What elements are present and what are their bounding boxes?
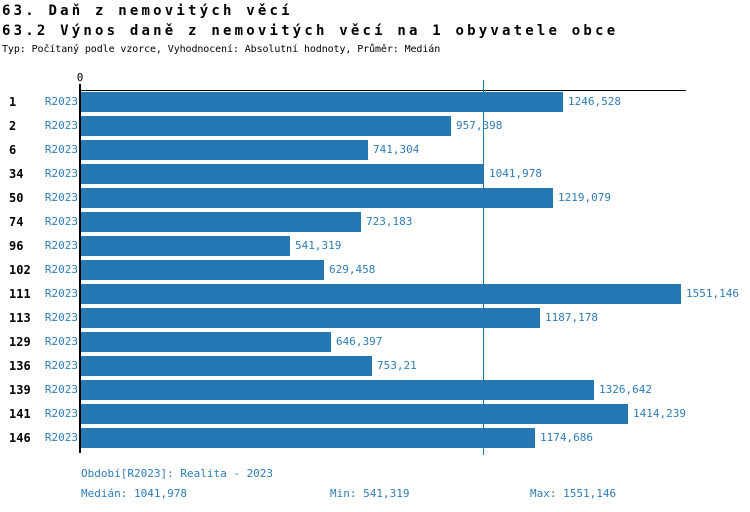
report-title: 63. Daň z nemovitých věcí bbox=[2, 3, 293, 19]
max-stat: Max: 1551,146 bbox=[530, 487, 617, 500]
value-label: 957,398 bbox=[456, 119, 503, 132]
value-label: 1246,528 bbox=[568, 95, 621, 108]
row-rank-label: 1 bbox=[9, 95, 17, 109]
row-series-label: R2023 bbox=[44, 287, 78, 300]
row-rank-label: 146 bbox=[9, 431, 31, 445]
value-label: 629,458 bbox=[329, 263, 376, 276]
row-rank-label: 6 bbox=[9, 143, 17, 157]
row-rank-label: 2 bbox=[9, 119, 17, 133]
chart-row: 102 R2023 629,458 bbox=[0, 260, 750, 280]
value-bar[interactable] bbox=[81, 308, 540, 328]
chart-row: 136 R2023 753,21 bbox=[0, 356, 750, 376]
row-series-label: R2023 bbox=[44, 359, 78, 372]
chart-row: 129 R2023 646,397 bbox=[0, 332, 750, 352]
value-bar[interactable] bbox=[81, 404, 628, 424]
value-label: 1174,686 bbox=[540, 431, 593, 444]
value-bar[interactable] bbox=[81, 188, 553, 208]
value-label: 1219,079 bbox=[558, 191, 611, 204]
row-rank-label: 50 bbox=[9, 191, 24, 205]
period-label: Období[R2023]: Realita - 2023 bbox=[81, 467, 274, 480]
row-rank-label: 34 bbox=[9, 167, 24, 181]
value-bar[interactable] bbox=[81, 116, 451, 136]
value-label: 1551,146 bbox=[686, 287, 739, 300]
row-series-label: R2023 bbox=[44, 407, 78, 420]
value-bar[interactable] bbox=[81, 332, 331, 352]
value-bar[interactable] bbox=[81, 92, 563, 112]
chart-row: 113 R2023 1187,178 bbox=[0, 308, 750, 328]
value-bar[interactable] bbox=[81, 428, 535, 448]
row-rank-label: 136 bbox=[9, 359, 31, 373]
chart-row: 50 R2023 1219,079 bbox=[0, 188, 750, 208]
row-rank-label: 141 bbox=[9, 407, 31, 421]
row-series-label: R2023 bbox=[44, 215, 78, 228]
row-series-label: R2023 bbox=[44, 239, 78, 252]
median-stat: Medián: 1041,978 bbox=[81, 487, 187, 500]
chart-row: 6 R2023 741,304 bbox=[0, 140, 750, 160]
row-series-label: R2023 bbox=[44, 263, 78, 276]
value-bar[interactable] bbox=[81, 212, 361, 232]
value-label: 1414,239 bbox=[633, 407, 686, 420]
value-bar[interactable] bbox=[81, 260, 324, 280]
value-label: 741,304 bbox=[373, 143, 420, 156]
row-series-label: R2023 bbox=[44, 335, 78, 348]
chart-row: 1 R2023 1246,528 bbox=[0, 92, 750, 112]
row-series-label: R2023 bbox=[44, 311, 78, 324]
value-bar[interactable] bbox=[81, 356, 372, 376]
chart-row: 34 R2023 1041,978 bbox=[0, 164, 750, 184]
chart-row: 2 R2023 957,398 bbox=[0, 116, 750, 136]
row-series-label: R2023 bbox=[44, 191, 78, 204]
median-line bbox=[483, 80, 484, 455]
value-bar[interactable] bbox=[81, 140, 368, 160]
chart-row: 146 R2023 1174,686 bbox=[0, 428, 750, 448]
value-label: 541,319 bbox=[295, 239, 342, 252]
row-rank-label: 102 bbox=[9, 263, 31, 277]
row-rank-label: 111 bbox=[9, 287, 31, 301]
value-label: 1187,178 bbox=[545, 311, 598, 324]
row-rank-label: 129 bbox=[9, 335, 31, 349]
row-rank-label: 74 bbox=[9, 215, 24, 229]
row-series-label: R2023 bbox=[44, 119, 78, 132]
chart-row: 96 R2023 541,319 bbox=[0, 236, 750, 256]
chart-row: 74 R2023 723,183 bbox=[0, 212, 750, 232]
value-label: 723,183 bbox=[366, 215, 413, 228]
row-rank-label: 96 bbox=[9, 239, 24, 253]
row-series-label: R2023 bbox=[44, 167, 78, 180]
value-bar[interactable] bbox=[81, 164, 484, 184]
row-series-label: R2023 bbox=[44, 383, 78, 396]
report-meta: Typ: Počítaný podle vzorce, Vyhodnocení:… bbox=[2, 44, 441, 55]
value-bar[interactable] bbox=[81, 236, 290, 256]
value-label: 753,21 bbox=[377, 359, 417, 372]
min-stat: Min: 541,319 bbox=[330, 487, 410, 500]
chart-row: 141 R2023 1414,239 bbox=[0, 404, 750, 424]
chart-row: 139 R2023 1326,642 bbox=[0, 380, 750, 400]
axis-left-line bbox=[79, 84, 81, 453]
value-label: 646,397 bbox=[336, 335, 383, 348]
report-subtitle: 63.2 Výnos daně z nemovitých věcí na 1 o… bbox=[2, 23, 619, 39]
row-series-label: R2023 bbox=[44, 431, 78, 444]
axis-zero-tick-label: 0 bbox=[76, 71, 84, 84]
chart-row: 111 R2023 1551,146 bbox=[0, 284, 750, 304]
axis-top-line bbox=[79, 90, 686, 91]
row-rank-label: 113 bbox=[9, 311, 31, 325]
value-bar[interactable] bbox=[81, 284, 681, 304]
value-bar[interactable] bbox=[81, 380, 594, 400]
value-label: 1326,642 bbox=[599, 383, 652, 396]
row-series-label: R2023 bbox=[44, 143, 78, 156]
row-rank-label: 139 bbox=[9, 383, 31, 397]
value-label: 1041,978 bbox=[489, 167, 542, 180]
row-series-label: R2023 bbox=[44, 95, 78, 108]
